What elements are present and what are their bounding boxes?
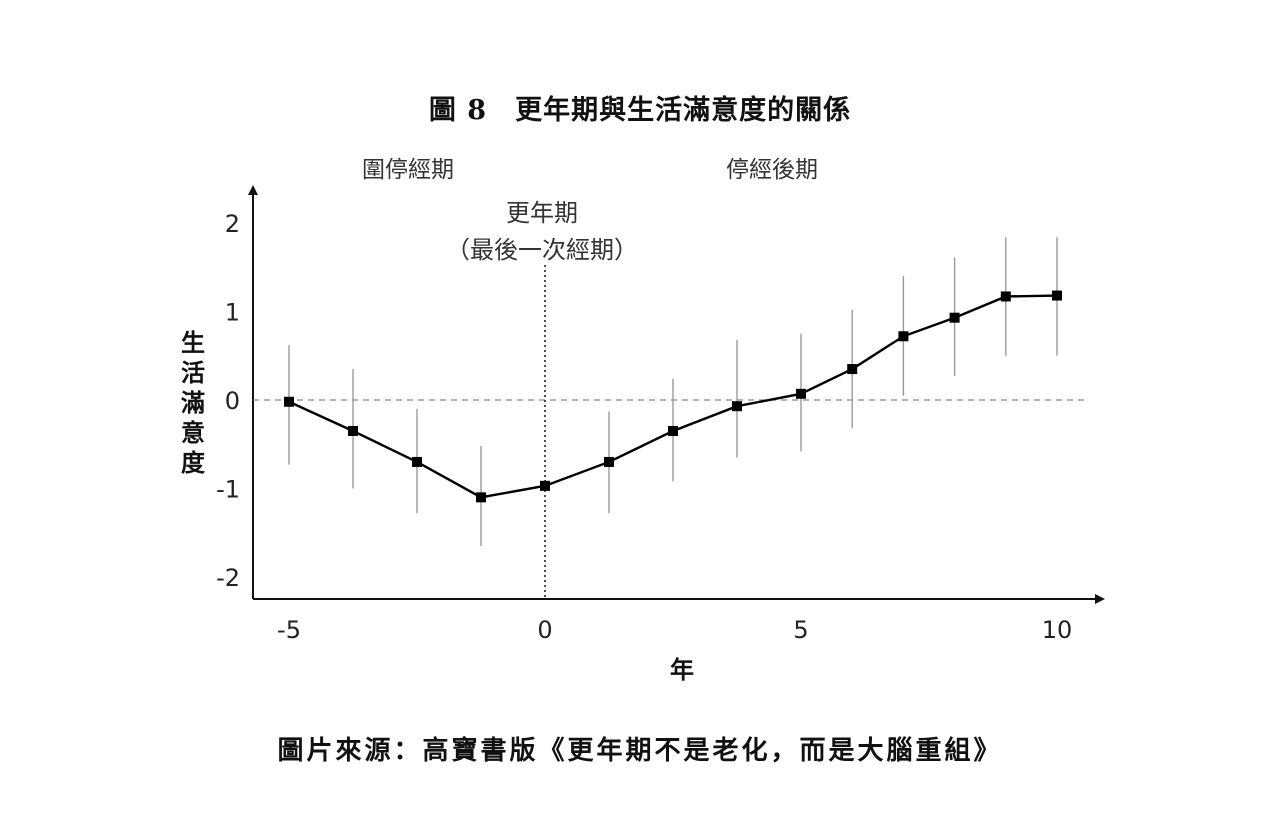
- region-label-postmenopause: 停經後期: [726, 157, 818, 183]
- data-point: [1000, 291, 1011, 302]
- data-point: [540, 480, 550, 491]
- y-axis-label: 生活滿意度: [181, 329, 205, 477]
- event-label: 更年期: [506, 199, 578, 227]
- data-point: [732, 401, 742, 412]
- x-axis-label: 年: [670, 656, 694, 684]
- data-point: [412, 456, 422, 467]
- x-tick-label: -5: [277, 616, 301, 644]
- event-sublabel: （最後一次經期）: [446, 236, 638, 264]
- y-tick-label: -1: [216, 476, 240, 504]
- data-point: [668, 425, 678, 436]
- y-axis-arrow: [248, 185, 258, 195]
- y-tick-label: 2: [225, 210, 240, 238]
- x-tick-label: 0: [537, 616, 552, 644]
- data-point: [1052, 290, 1062, 301]
- data-point: [604, 456, 614, 467]
- x-axis-arrow: [1095, 594, 1105, 604]
- x-tick-label: 10: [1042, 616, 1073, 644]
- data-point: [949, 312, 960, 323]
- region-label-perimenopause: 圍停經期: [362, 157, 454, 183]
- data-point: [284, 396, 294, 407]
- data-point: [348, 425, 358, 436]
- figure-source: 圖片來源：高寶書版《更年期不是老化，而是大腦重組》: [277, 736, 1003, 766]
- figure-title: 圖 8 更年期與生活滿意度的關係: [428, 95, 852, 126]
- y-tick-label: 0: [225, 387, 240, 415]
- data-point: [898, 331, 909, 342]
- data-point: [796, 388, 806, 399]
- data-point: [847, 364, 858, 375]
- x-tick-label: 5: [793, 616, 808, 644]
- y-tick-label: 1: [225, 299, 240, 327]
- y-tick-label: -2: [216, 564, 240, 592]
- series-line: [288, 294, 1058, 499]
- data-point: [476, 492, 486, 503]
